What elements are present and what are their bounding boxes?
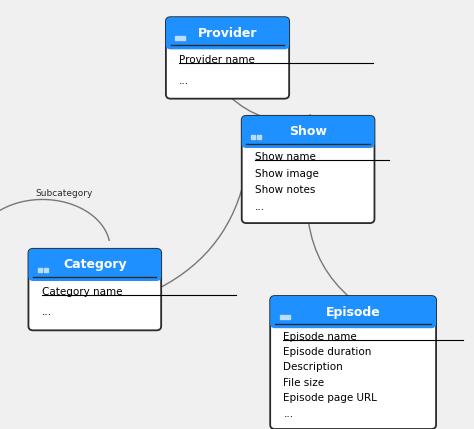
FancyBboxPatch shape xyxy=(270,296,436,429)
FancyArrowPatch shape xyxy=(159,172,246,288)
Text: ...: ... xyxy=(255,202,265,212)
Bar xyxy=(280,315,284,319)
FancyBboxPatch shape xyxy=(28,249,161,330)
Text: File size: File size xyxy=(283,378,325,388)
Text: Show image: Show image xyxy=(255,169,319,179)
FancyBboxPatch shape xyxy=(270,296,436,328)
Bar xyxy=(181,36,185,40)
FancyArrowPatch shape xyxy=(309,221,351,299)
Text: ...: ... xyxy=(179,76,189,86)
Bar xyxy=(251,135,255,139)
Text: ...: ... xyxy=(283,408,293,419)
Text: Episode name: Episode name xyxy=(283,332,357,342)
Bar xyxy=(35,265,155,277)
Text: Show: Show xyxy=(289,125,327,139)
Bar xyxy=(248,132,368,144)
Text: Provider name: Provider name xyxy=(179,55,255,65)
Text: Episode: Episode xyxy=(326,305,381,319)
Bar xyxy=(44,268,48,272)
Text: Episode page URL: Episode page URL xyxy=(283,393,377,403)
Text: Category: Category xyxy=(63,258,127,272)
Text: Show name: Show name xyxy=(255,152,316,162)
FancyBboxPatch shape xyxy=(28,249,161,281)
Text: Subcategory: Subcategory xyxy=(36,189,93,198)
Text: Category name: Category name xyxy=(42,287,122,297)
Bar xyxy=(38,268,42,272)
Text: Show notes: Show notes xyxy=(255,185,315,196)
FancyArrowPatch shape xyxy=(229,96,305,121)
Text: Episode duration: Episode duration xyxy=(283,347,372,357)
FancyBboxPatch shape xyxy=(166,17,289,99)
Bar xyxy=(257,135,261,139)
Bar xyxy=(175,36,180,40)
FancyBboxPatch shape xyxy=(242,116,374,223)
Text: Description: Description xyxy=(283,363,343,372)
FancyBboxPatch shape xyxy=(166,17,289,49)
Bar xyxy=(172,33,283,45)
Bar xyxy=(276,312,430,324)
Text: ...: ... xyxy=(42,308,52,317)
FancyBboxPatch shape xyxy=(242,116,374,148)
Bar xyxy=(285,315,290,319)
Text: Provider: Provider xyxy=(198,27,257,40)
